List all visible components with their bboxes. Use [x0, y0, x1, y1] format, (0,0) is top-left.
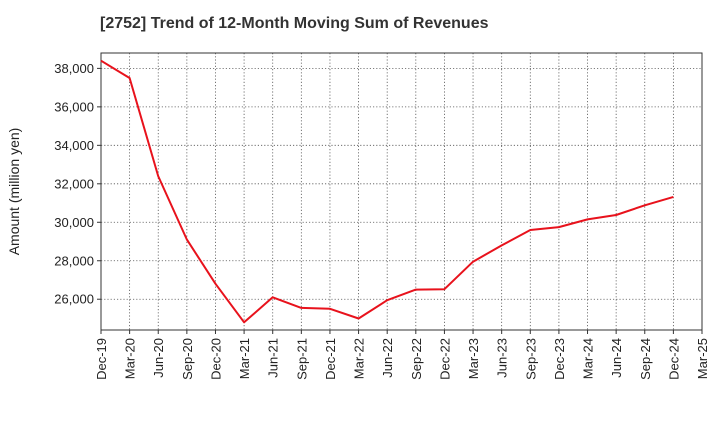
y-tick-label: 30,000: [54, 215, 94, 230]
x-tick-label: Dec-21: [323, 338, 338, 380]
x-tick-label: Dec-22: [437, 338, 452, 380]
x-tick-label: Mar-23: [466, 338, 481, 379]
y-tick-label: 34,000: [54, 138, 94, 153]
y-tick-label: 32,000: [54, 176, 94, 191]
y-axis-ticks: 26,000 28,000 30,000 32,000 34,000 36,000 38,0…: [54, 61, 101, 307]
y-tick-label: 28,000: [54, 253, 94, 268]
x-tick-label: Jun-20: [151, 338, 166, 378]
x-tick-label: Dec-19: [94, 338, 109, 380]
y-tick-label: 38,000: [54, 61, 94, 76]
x-tick-label: Jun-24: [609, 338, 624, 378]
x-tick-label: Dec-20: [208, 338, 223, 380]
grid: [101, 53, 702, 330]
x-tick-label: Mar-25: [695, 338, 710, 379]
y-tick-label: 36,000: [54, 99, 94, 114]
x-tick-label: Mar-24: [581, 338, 596, 379]
x-axis-ticks: Dec-19 Mar-20 Jun-20 Sep-20 Dec-20 Mar-21 Jun-…: [94, 330, 710, 380]
x-tick-label: Sep-20: [180, 338, 195, 380]
x-tick-label: Mar-20: [123, 338, 138, 379]
x-tick-label: Jun-23: [495, 338, 510, 378]
y-axis-label: Amount (million yen): [6, 128, 22, 256]
series-line: [100, 59, 674, 324]
x-tick-label: Dec-23: [552, 338, 567, 380]
x-tick-label: Sep-22: [409, 338, 424, 380]
x-tick-label: Sep-24: [638, 338, 653, 380]
series-layer: [100, 59, 674, 324]
plot-area: [100, 52, 703, 331]
x-tick-label: Mar-22: [352, 338, 367, 379]
x-tick-label: Sep-21: [294, 338, 309, 380]
y-tick-label: 26,000: [54, 292, 94, 307]
x-tick-label: Sep-23: [523, 338, 538, 380]
x-tick-label: Mar-21: [237, 338, 252, 379]
chart-title: [2752] Trend of 12-Month Moving Sum of R…: [100, 15, 489, 32]
x-tick-label: Jun-22: [380, 338, 395, 378]
x-tick-label: Dec-24: [666, 338, 681, 380]
x-tick-label: Jun-21: [266, 338, 281, 378]
